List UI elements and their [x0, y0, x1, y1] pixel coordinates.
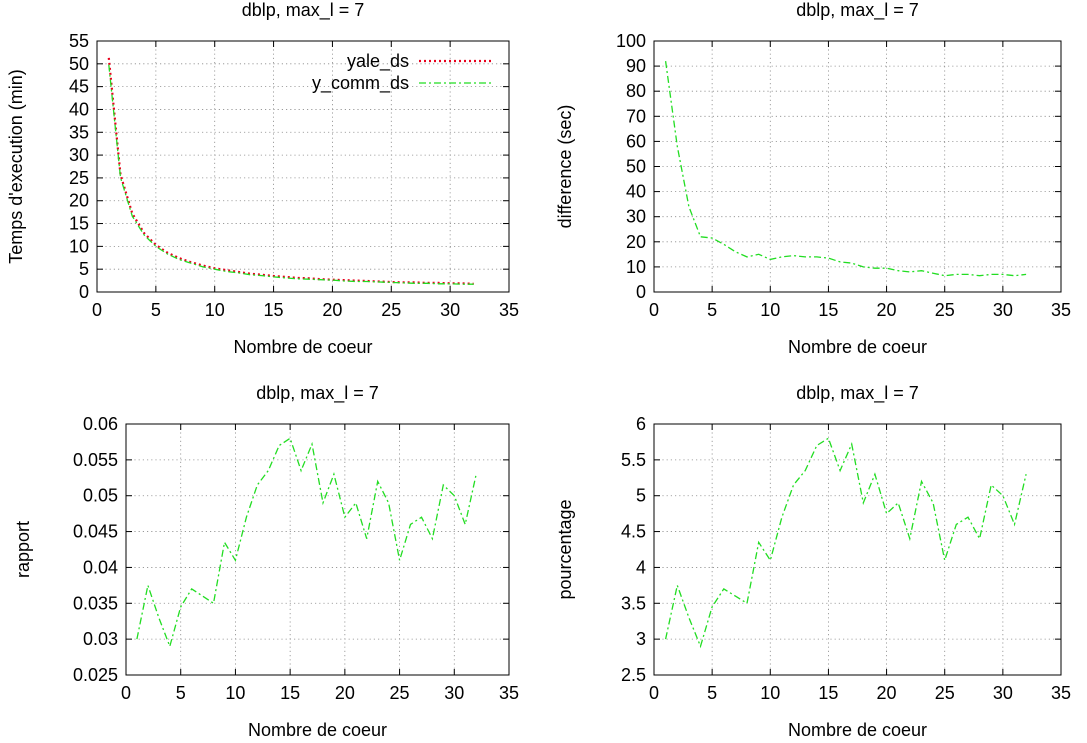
x-tick-label: 15	[264, 300, 284, 320]
x-tick-label: 15	[818, 300, 838, 320]
x-tick-label: 10	[760, 300, 780, 320]
y-tick-label: 35	[69, 122, 89, 142]
y-tick-label: 5	[79, 259, 89, 279]
y-tick-label: 60	[626, 131, 646, 151]
legend-label: y_comm_ds	[312, 73, 409, 94]
x-tick-label: 10	[205, 300, 225, 320]
x-tick-label: 0	[649, 683, 659, 703]
x-axis-label: Nombre de coeur	[233, 337, 372, 357]
y-tick-label: 0.03	[83, 629, 118, 649]
subplot-2: 0 5 10 15 20 25 30 35 0 10 20 30 40 50 60 70 80 90 100 dblp…	[555, 0, 1071, 357]
y-tick-label: 50	[69, 54, 89, 74]
y-tick-label: 30	[69, 145, 89, 165]
chart-title: dblp, max_l = 7	[796, 0, 919, 21]
x-tick-label: 10	[225, 683, 245, 703]
plot-frame	[653, 40, 1062, 293]
y-tick-label: 15	[69, 214, 89, 234]
y-tick-label: 0.06	[83, 414, 118, 434]
x-tick-label: 35	[1051, 300, 1071, 320]
y-axis-label: rapport	[13, 521, 33, 578]
y-tick-label: 4.5	[621, 522, 646, 542]
y-tick-label: 40	[69, 99, 89, 119]
y-axis-label: pourcentage	[555, 499, 575, 599]
y-tick-label: 0.055	[73, 450, 118, 470]
y-tick-label: 50	[626, 157, 646, 177]
x-tick-label: 15	[818, 683, 838, 703]
y-tick-label: 0.04	[83, 557, 118, 577]
subplot-1: 0 5 10 15 20 25 30 350510152025303540455055dblp…	[6, 0, 519, 357]
y-tick-label: 55	[69, 31, 89, 51]
y-tick-label: 80	[626, 81, 646, 101]
series-line-y_comm_ds	[108, 64, 474, 285]
x-tick-label: 25	[935, 300, 955, 320]
plot-frame	[96, 40, 510, 293]
x-tick-label: 0	[92, 300, 102, 320]
y-tick-label: 6	[636, 414, 646, 434]
x-tick-label: 25	[381, 300, 401, 320]
x-tick-label: 35	[499, 300, 519, 320]
y-tick-label: 20	[626, 232, 646, 252]
y-tick-label: 3.5	[621, 593, 646, 613]
plot-frame	[653, 423, 1062, 676]
y-tick-label: 0.045	[73, 522, 118, 542]
x-tick-label: 35	[1051, 683, 1071, 703]
series-line-data	[136, 437, 477, 649]
y-tick-label: 10	[626, 257, 646, 277]
x-tick-label: 5	[707, 300, 717, 320]
subplot-3: 0 5 10 15 20 25 30 35 0.025 0.03 0.035 0.04 0.045 0.0…	[13, 383, 519, 740]
x-tick-label: 20	[322, 300, 342, 320]
x-tick-label: 35	[499, 683, 519, 703]
x-tick-label: 30	[444, 683, 464, 703]
x-tick-label: 15	[280, 683, 300, 703]
plot-frame	[125, 423, 510, 676]
y-tick-label: 0.05	[83, 486, 118, 506]
x-tick-label: 25	[390, 683, 410, 703]
y-tick-label: 25	[69, 168, 89, 188]
chart-title: dblp, max_l = 7	[256, 383, 379, 404]
y-tick-label: 100	[616, 31, 646, 51]
y-tick-label: 45	[69, 77, 89, 97]
chart-title: dblp, max_l = 7	[796, 383, 919, 404]
x-tick-label: 5	[151, 300, 161, 320]
y-tick-label: 0	[636, 282, 646, 302]
x-tick-label: 0	[121, 683, 131, 703]
y-tick-label: 10	[69, 236, 89, 256]
y-tick-label: 40	[626, 182, 646, 202]
y-tick-label: 2.5	[621, 665, 646, 685]
y-tick-label: 30	[626, 207, 646, 227]
y-tick-label: 3	[636, 629, 646, 649]
series-line-data	[664, 437, 1027, 649]
x-tick-label: 10	[760, 683, 780, 703]
x-tick-label: 25	[935, 683, 955, 703]
y-tick-label: 20	[69, 191, 89, 211]
y-tick-label: 90	[626, 56, 646, 76]
x-axis-label: Nombre de coeur	[788, 337, 927, 357]
x-tick-label: 5	[176, 683, 186, 703]
series-line-data	[664, 61, 1027, 277]
x-axis-label: Nombre de coeur	[788, 720, 927, 740]
legend-label: yale_ds	[347, 51, 409, 72]
x-tick-label: 20	[877, 300, 897, 320]
y-tick-label: 0.035	[73, 593, 118, 613]
x-tick-label: 30	[993, 300, 1013, 320]
x-tick-label: 30	[440, 300, 460, 320]
subplot-4: 0 5 10 15 20 25 30 35 2.5 3 3.5 4 4.5 5 5.5 6 dblp, max_…	[555, 383, 1071, 740]
x-tick-label: 30	[993, 683, 1013, 703]
series-line-yale_ds	[107, 57, 474, 285]
y-tick-label: 0.025	[73, 665, 118, 685]
x-tick-label: 0	[649, 300, 659, 320]
y-axis-label: Temps d'execution (min)	[6, 69, 26, 264]
y-tick-label: 5.5	[621, 450, 646, 470]
y-axis-label: difference (sec)	[555, 105, 575, 229]
y-tick-label: 5	[636, 486, 646, 506]
y-tick-label: 4	[636, 557, 646, 577]
x-tick-label: 20	[335, 683, 355, 703]
y-tick-label: 0	[79, 282, 89, 302]
chart-title: dblp, max_l = 7	[242, 0, 365, 21]
y-tick-label: 70	[626, 106, 646, 126]
x-tick-label: 20	[877, 683, 897, 703]
x-axis-label: Nombre de coeur	[248, 720, 387, 740]
x-tick-label: 5	[707, 683, 717, 703]
